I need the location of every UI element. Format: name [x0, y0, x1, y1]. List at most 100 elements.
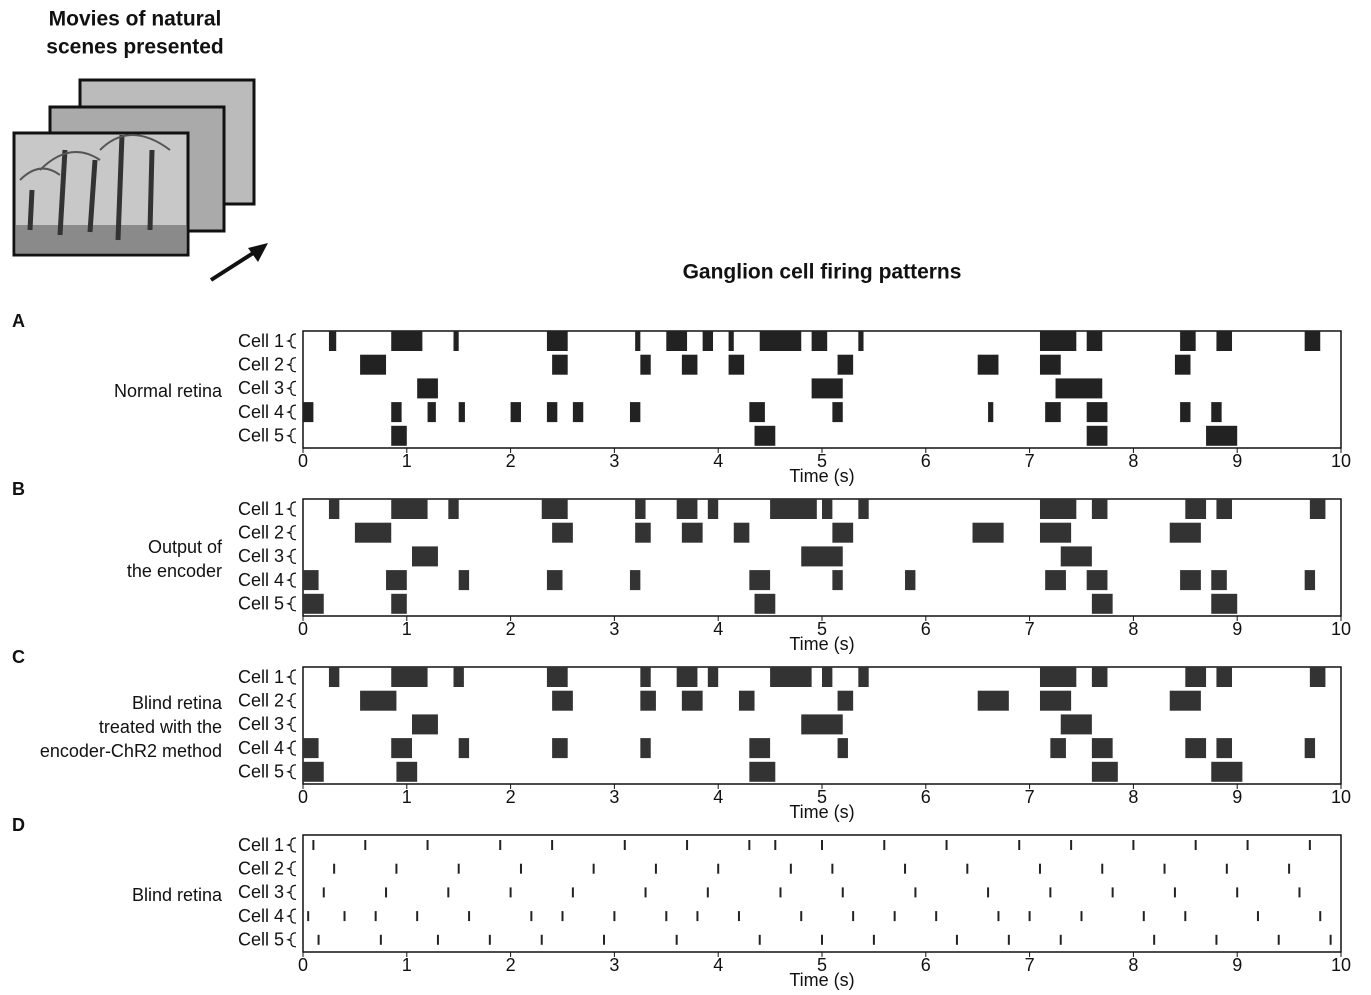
burst: [453, 667, 464, 687]
burst: [1185, 738, 1207, 759]
panel-label: Normal retina: [114, 381, 223, 401]
burst: [837, 738, 848, 759]
burst: [552, 690, 573, 711]
x-tick-label: 0: [298, 955, 308, 975]
burst: [858, 499, 869, 519]
burst: [1216, 667, 1233, 687]
cell-brace: [286, 884, 297, 900]
x-tick-label: 9: [1232, 619, 1242, 639]
burst: [417, 378, 438, 399]
burst: [629, 402, 641, 423]
cell-brace: [286, 669, 297, 685]
burst: [1086, 425, 1108, 446]
x-tick-label: 5: [817, 451, 827, 471]
burst: [749, 738, 771, 759]
panel-label: the encoder: [127, 561, 222, 581]
x-tick-label: 2: [506, 955, 516, 975]
x-tick-label: 3: [609, 451, 619, 471]
burst: [360, 354, 387, 375]
x-tick-label: 6: [921, 619, 931, 639]
x-tick-label: 7: [1025, 619, 1035, 639]
panel-label: Output of: [148, 537, 223, 557]
x-tick-label: 0: [298, 787, 308, 807]
x-tick-label: 6: [921, 451, 931, 471]
cell-label: Cell 2: [238, 690, 284, 710]
burst: [640, 738, 651, 759]
cell-label: Cell 1: [238, 835, 284, 855]
burst: [754, 425, 776, 446]
burst: [303, 570, 319, 591]
burst: [546, 402, 558, 423]
panel-label: encoder-ChR2 method: [40, 741, 222, 761]
burst: [749, 761, 776, 782]
cell-label: Cell 4: [238, 570, 284, 590]
cell-brace: [286, 548, 297, 564]
cell-label: Cell 1: [238, 667, 284, 687]
x-axis-label: Time (s): [789, 466, 854, 486]
burst: [1185, 499, 1207, 519]
burst: [811, 378, 843, 399]
cell-brace: [286, 357, 297, 373]
burst: [640, 690, 656, 711]
burst: [759, 331, 802, 351]
burst: [391, 402, 402, 423]
burst: [391, 667, 428, 687]
burst: [1180, 331, 1196, 351]
panel-label: treated with the: [99, 717, 222, 737]
x-tick-label: 4: [713, 787, 723, 807]
movie-title: Movies of natural: [49, 8, 222, 31]
burst: [681, 522, 703, 543]
burst: [391, 499, 428, 519]
burst: [1211, 593, 1238, 614]
cell-brace: [286, 837, 297, 853]
burst: [728, 331, 734, 351]
burst: [360, 690, 397, 711]
panel-letter: A: [12, 311, 25, 331]
burst: [707, 667, 719, 687]
cell-label: Cell 1: [238, 499, 284, 519]
x-tick-label: 2: [506, 451, 516, 471]
cell-brace: [286, 861, 297, 877]
burst: [1304, 331, 1321, 351]
burst: [1211, 761, 1243, 782]
x-tick-label: 1: [402, 451, 412, 471]
burst: [391, 331, 423, 351]
x-tick-label: 9: [1232, 955, 1242, 975]
cell-brace: [286, 908, 297, 924]
burst: [1309, 499, 1326, 519]
burst: [303, 402, 314, 423]
cell-label: Cell 2: [238, 354, 284, 374]
x-tick-label: 10: [1331, 619, 1351, 639]
burst: [303, 738, 319, 759]
cell-label: Cell 1: [238, 331, 284, 351]
burst: [801, 546, 843, 567]
burst: [396, 761, 418, 782]
x-tick-label: 8: [1128, 955, 1138, 975]
burst: [458, 570, 470, 591]
burst: [832, 522, 854, 543]
burst: [1216, 331, 1233, 351]
burst: [988, 402, 994, 423]
burst: [411, 546, 438, 567]
cell-label: Cell 3: [238, 546, 284, 566]
burst: [1055, 378, 1103, 399]
heading: Ganglion cell firing patterns: [683, 261, 962, 284]
panel-label: Blind retina: [132, 693, 223, 713]
x-tick-label: 8: [1128, 451, 1138, 471]
x-axis-label: Time (s): [789, 970, 854, 990]
burst: [552, 738, 568, 759]
burst: [458, 738, 470, 759]
cell-brace: [286, 716, 297, 732]
x-axis-label: Time (s): [789, 634, 854, 654]
x-tick-label: 7: [1025, 787, 1035, 807]
burst: [1091, 738, 1113, 759]
x-tick-label: 5: [817, 619, 827, 639]
burst: [801, 714, 843, 735]
x-tick-label: 2: [506, 619, 516, 639]
cell-brace: [286, 380, 297, 396]
x-tick-label: 1: [402, 787, 412, 807]
burst: [1086, 402, 1108, 423]
burst: [666, 331, 688, 351]
burst: [635, 499, 646, 519]
